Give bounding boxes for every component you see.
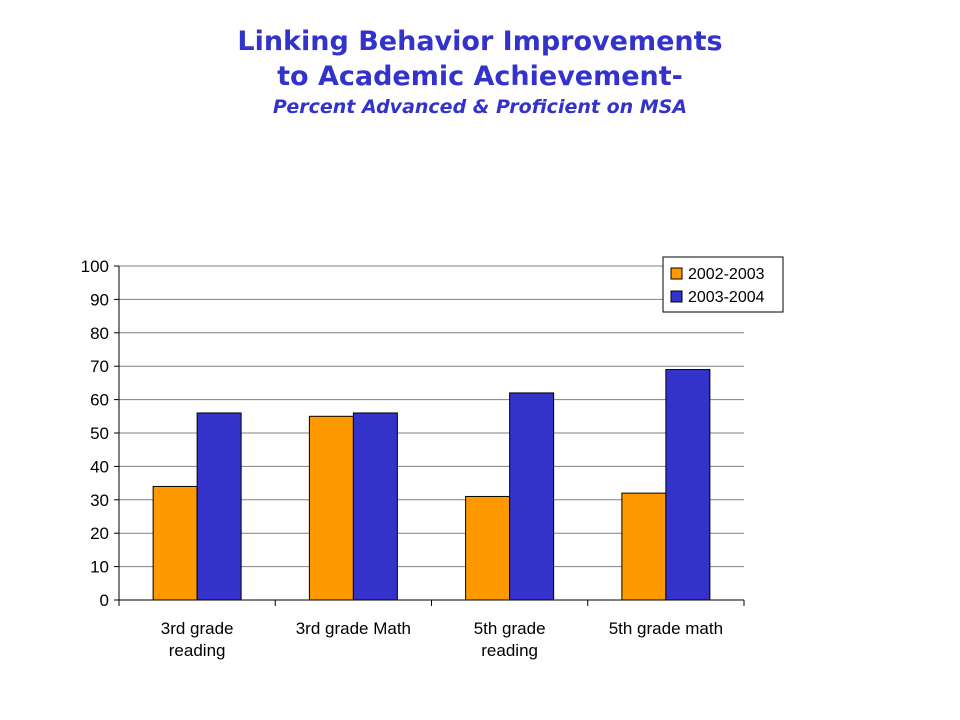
legend-swatch-2002-2003 <box>670 267 683 280</box>
chart-title-line-2: to Academic Achievement- <box>277 61 683 92</box>
y-tick-label: 100 <box>81 257 109 276</box>
legend-swatch-2003-2004 <box>670 290 683 303</box>
x-tick-label: reading <box>481 641 538 660</box>
y-tick-label: 50 <box>90 424 109 443</box>
bar-2002-2003 <box>621 492 667 601</box>
y-tick-label: 80 <box>90 324 109 343</box>
y-tick-label: 60 <box>90 391 109 410</box>
bar-2003-2004 <box>196 412 242 601</box>
legend-box <box>662 256 784 313</box>
x-tick-label: 3rd grade Math <box>296 619 411 638</box>
x-tick-label: 5th grade math <box>609 619 723 638</box>
bar-2002-2003 <box>308 415 354 601</box>
y-tick-label: 70 <box>90 357 109 376</box>
bar-2003-2004 <box>665 369 711 601</box>
legend-label: 2003-2004 <box>688 289 765 306</box>
y-tick-label: 10 <box>90 558 109 577</box>
y-tick-label: 0 <box>100 591 109 610</box>
y-tick-label: 20 <box>90 524 109 543</box>
chart-subtitle: Percent Advanced & Proficient on MSA <box>272 96 688 118</box>
x-tick-label: reading <box>169 641 226 660</box>
y-tick-label: 90 <box>90 290 109 309</box>
bar-2003-2004 <box>352 412 398 601</box>
chart-title-block: Linking Behavior Improvements to Academi… <box>0 24 960 120</box>
chart-title-line-1: Linking Behavior Improvements <box>237 26 723 57</box>
x-tick-label: 3rd grade <box>161 619 234 638</box>
legend-label: 2002-2003 <box>688 266 765 283</box>
bar-2002-2003 <box>152 485 198 601</box>
x-tick-label: 5th grade <box>474 619 546 638</box>
bar-2003-2004 <box>509 392 555 601</box>
bar-2002-2003 <box>465 495 511 601</box>
y-tick-label: 30 <box>90 491 109 510</box>
y-tick-label: 40 <box>90 457 109 476</box>
